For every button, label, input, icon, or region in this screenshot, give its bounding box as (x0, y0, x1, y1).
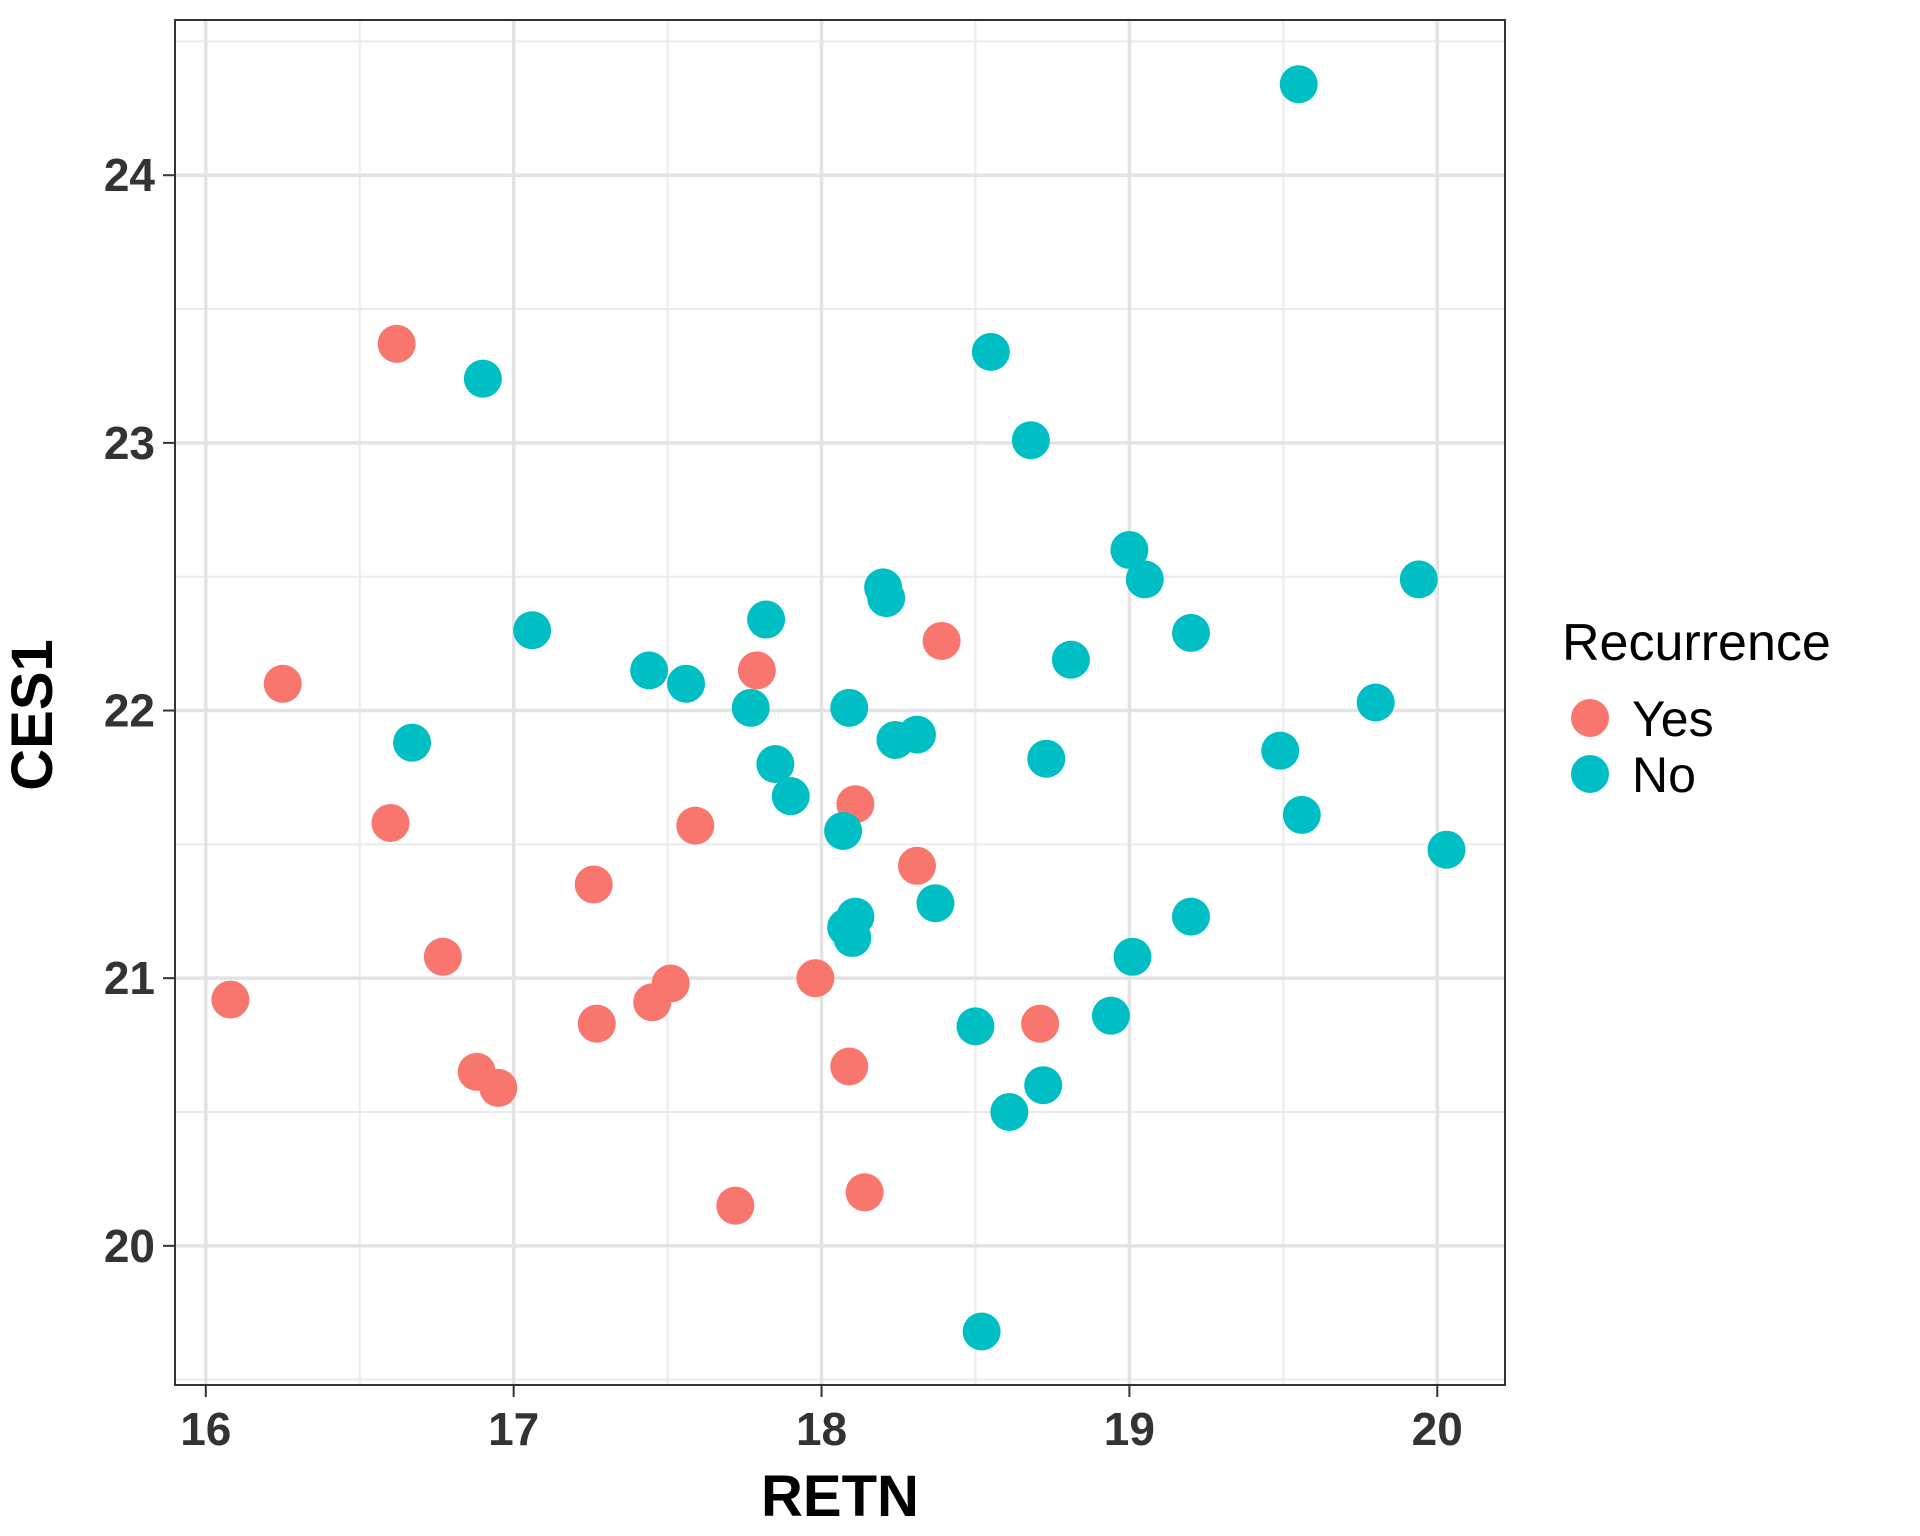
point-no (1125, 560, 1164, 599)
point-no (1171, 613, 1210, 652)
point-yes (830, 1047, 869, 1086)
point-no (1110, 530, 1149, 569)
point-no (956, 1007, 995, 1046)
y-tick-label: 22 (104, 685, 155, 737)
point-no (731, 688, 770, 727)
point-no (756, 745, 795, 784)
legend-key-yes (1571, 699, 1609, 737)
point-yes (211, 980, 250, 1019)
minor-gridlines (175, 20, 1505, 1385)
point-yes (479, 1068, 518, 1107)
data-points (211, 65, 1466, 1351)
point-yes (897, 846, 936, 885)
y-tick-label: 24 (104, 149, 156, 201)
x-tick-label: 18 (796, 1403, 847, 1455)
point-no (962, 1312, 1001, 1351)
x-tick-label: 16 (180, 1403, 231, 1455)
point-no (867, 579, 906, 618)
point-no (1356, 683, 1395, 722)
y-tick-label: 23 (104, 417, 155, 469)
point-yes (651, 964, 690, 1003)
point-no (824, 811, 863, 850)
x-tick-label: 19 (1104, 1403, 1155, 1455)
major-gridlines (175, 20, 1505, 1385)
x-axis-title: RETN (761, 1464, 919, 1529)
point-no (463, 359, 502, 398)
point-yes (716, 1186, 755, 1225)
point-no (747, 600, 786, 639)
y-axis-title: CES1 (0, 639, 65, 791)
point-no (667, 664, 706, 703)
point-no (916, 884, 955, 923)
point-yes (263, 664, 302, 703)
point-yes (574, 865, 613, 904)
point-no (990, 1093, 1029, 1131)
point-no (513, 611, 552, 650)
legend-key-no (1571, 755, 1609, 793)
point-no (1399, 560, 1438, 599)
point-yes (845, 1173, 884, 1212)
point-no (836, 897, 875, 936)
point-yes (577, 1004, 616, 1043)
point-no (771, 777, 810, 816)
y-tick-label: 21 (104, 952, 155, 1004)
point-yes (423, 937, 462, 976)
point-yes (371, 803, 410, 842)
point-no (1091, 996, 1130, 1035)
x-axis-ticks: 16 17 18 19 20 (180, 1385, 1463, 1455)
y-axis-ticks: 20 21 22 23 24 (104, 149, 175, 1272)
x-tick-label: 20 (1412, 1403, 1463, 1455)
point-no (971, 332, 1010, 371)
plot-panel-border (174, 19, 1506, 1386)
point-no (897, 715, 936, 754)
point-no (1282, 795, 1321, 834)
point-no (1261, 731, 1300, 770)
point-no (830, 688, 869, 727)
legend-title: Recurrence (1562, 614, 1831, 672)
point-yes (796, 959, 835, 998)
point-yes (1021, 1004, 1060, 1043)
point-no (1024, 1066, 1063, 1105)
point-yes (922, 621, 961, 660)
point-no (1027, 739, 1066, 778)
point-yes (676, 806, 715, 845)
point-no (1011, 421, 1050, 460)
point-no (1171, 897, 1210, 936)
point-no (1113, 937, 1152, 976)
point-no (630, 651, 669, 690)
legend-label-no: No (1632, 747, 1696, 803)
legend-label-yes: Yes (1632, 691, 1714, 747)
point-yes (737, 651, 776, 690)
point-no (393, 723, 432, 762)
point-no (1427, 830, 1466, 869)
y-tick-label: 20 (104, 1220, 155, 1272)
x-tick-label: 17 (488, 1403, 539, 1455)
point-no (1051, 640, 1090, 679)
point-no (1279, 65, 1318, 104)
point-yes (377, 324, 416, 363)
